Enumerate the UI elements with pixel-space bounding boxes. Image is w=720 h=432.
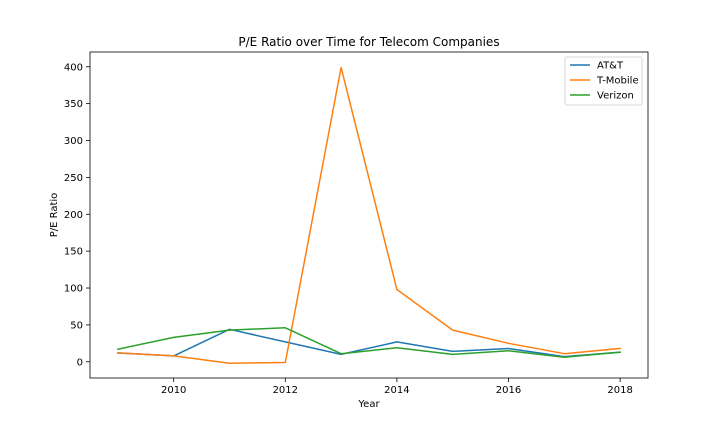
legend-label: Verizon — [597, 91, 634, 102]
x-tick-label: 2012 — [273, 385, 298, 396]
legend: AT&T T-Mobile Verizon — [564, 56, 643, 106]
y-tick-label: 350 — [64, 99, 83, 110]
y-tick-label: 200 — [64, 210, 83, 221]
x-tick-label: 2016 — [496, 385, 521, 396]
series-line-t-mobile — [117, 66, 621, 364]
x-axis-title: Year — [357, 399, 380, 410]
legend-box — [564, 56, 643, 106]
chart-title: P/E Ratio over Time for Telecom Companie… — [238, 35, 499, 49]
legend-label: AT&T — [597, 61, 624, 72]
plot-frame — [89, 51, 649, 379]
y-tick-label: 400 — [64, 62, 83, 73]
y-tick-label: 100 — [64, 284, 83, 295]
plot-area: 2010 2012 2014 2016 2018 0 50 100 150 200 250 300 35… — [64, 51, 649, 396]
legend-label: T-Mobile — [596, 76, 639, 87]
x-tick-label: 2010 — [161, 385, 186, 396]
y-tick-label: 300 — [64, 136, 83, 147]
y-tick-label: 250 — [64, 173, 83, 184]
series-line-at-t — [117, 328, 621, 358]
series-line-verizon — [117, 327, 621, 359]
y-tick-label: 150 — [64, 247, 83, 258]
y-axis-title: P/E Ratio — [49, 193, 60, 238]
y-tick-label: 0 — [77, 357, 83, 368]
x-tick-label: 2018 — [607, 385, 632, 396]
y-tick-label: 50 — [70, 320, 83, 331]
x-tick-label: 2014 — [384, 385, 409, 396]
